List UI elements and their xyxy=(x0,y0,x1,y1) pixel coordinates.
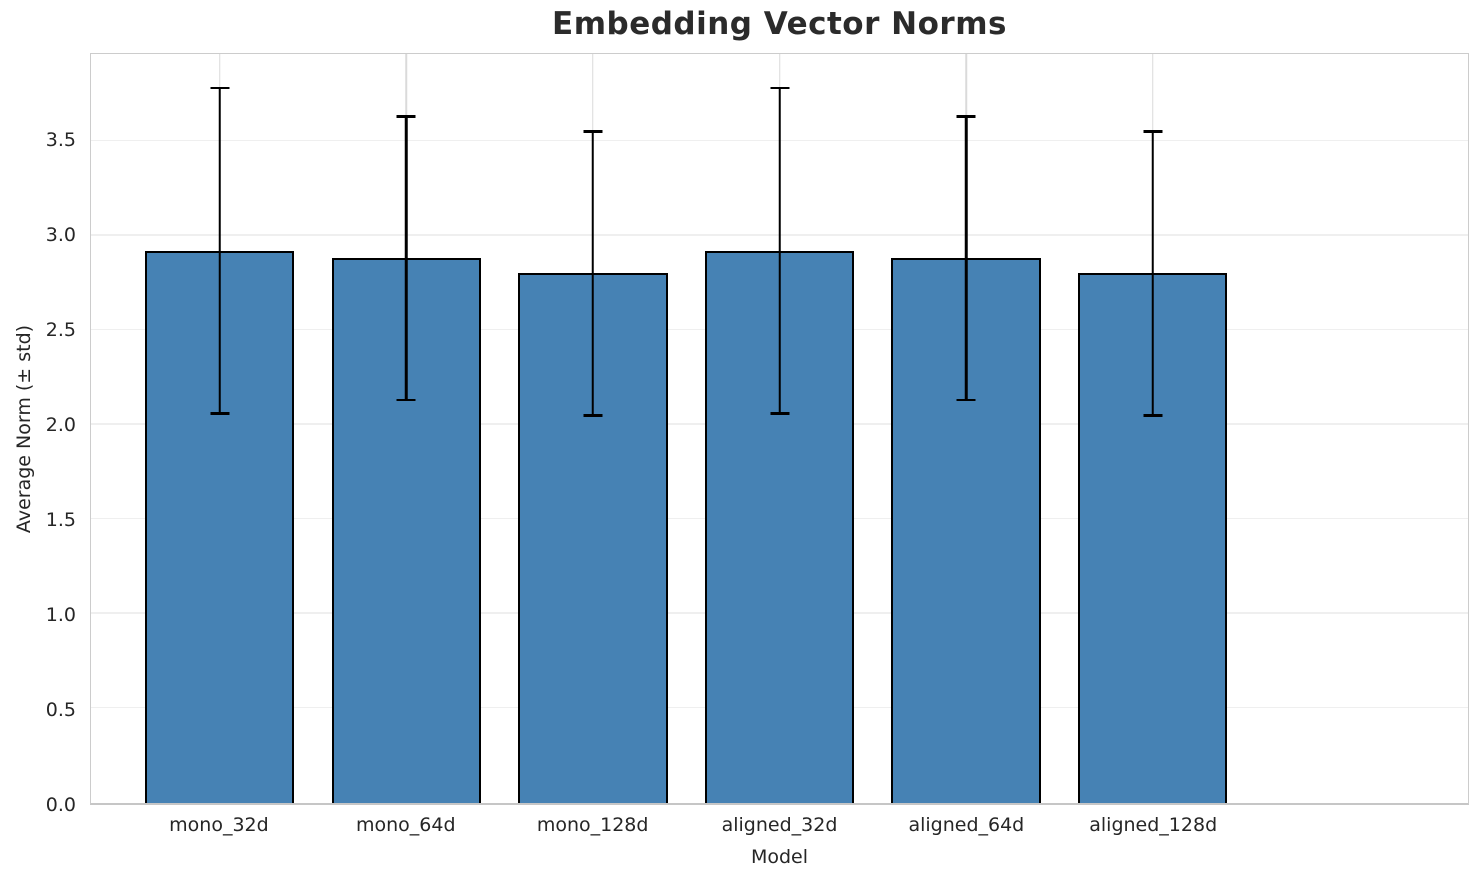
x-axis-ticks: mono_32d mono_64d mono_128d aligned_32d alig… xyxy=(90,814,1469,840)
error-bar-cap-bottom xyxy=(956,398,976,402)
error-bar-cap-top xyxy=(583,130,603,133)
error-bar-line xyxy=(1151,131,1154,416)
y-tick-label: 3.0 xyxy=(45,224,76,247)
y-tick-label: 1.0 xyxy=(45,604,76,627)
y-tick-label: 2.5 xyxy=(45,319,76,342)
error-bar-cap-top xyxy=(956,115,976,118)
error-bar-line xyxy=(405,116,408,401)
error-bar-cap-top xyxy=(210,86,230,90)
y-tick-label: 0.5 xyxy=(45,699,76,722)
x-tick-label: aligned_128d xyxy=(1089,814,1218,836)
error-bar-line xyxy=(218,88,221,414)
y-tick-label: 2.0 xyxy=(45,414,76,437)
x-axis-label: Model xyxy=(750,846,809,868)
x-tick-label: mono_128d xyxy=(536,814,649,836)
x-tick-label: mono_32d xyxy=(169,814,269,836)
error-bar-cap-bottom xyxy=(210,412,230,415)
x-tick-label: aligned_64d xyxy=(908,814,1025,836)
error-bar-cap-top xyxy=(770,86,789,90)
y-tick-label: 0.0 xyxy=(45,794,76,816)
error-bar-cap-bottom xyxy=(583,414,603,417)
y-tick-label: 3.5 xyxy=(45,129,76,152)
error-bar-cap-bottom xyxy=(396,398,416,402)
error-bar-line xyxy=(778,88,781,414)
error-bar-cap-bottom xyxy=(1143,414,1163,417)
x-tick-label: aligned_32d xyxy=(721,814,838,836)
error-bar-cap-top xyxy=(396,115,416,118)
error-bar-line xyxy=(964,116,968,401)
y-axis-ticks: 0.0 0.5 1.0 1.5 2.0 2.5 3.0 3.5 xyxy=(0,53,76,816)
error-bar-cap-bottom xyxy=(770,412,789,415)
error-bar-cap-top xyxy=(1143,130,1163,133)
error-bar-line xyxy=(591,131,595,416)
x-tick-label: mono_64d xyxy=(356,814,456,836)
chart-title: Embedding Vector Norms xyxy=(552,6,1007,42)
y-tick-label: 1.5 xyxy=(45,509,76,532)
plot-area xyxy=(90,53,1469,805)
